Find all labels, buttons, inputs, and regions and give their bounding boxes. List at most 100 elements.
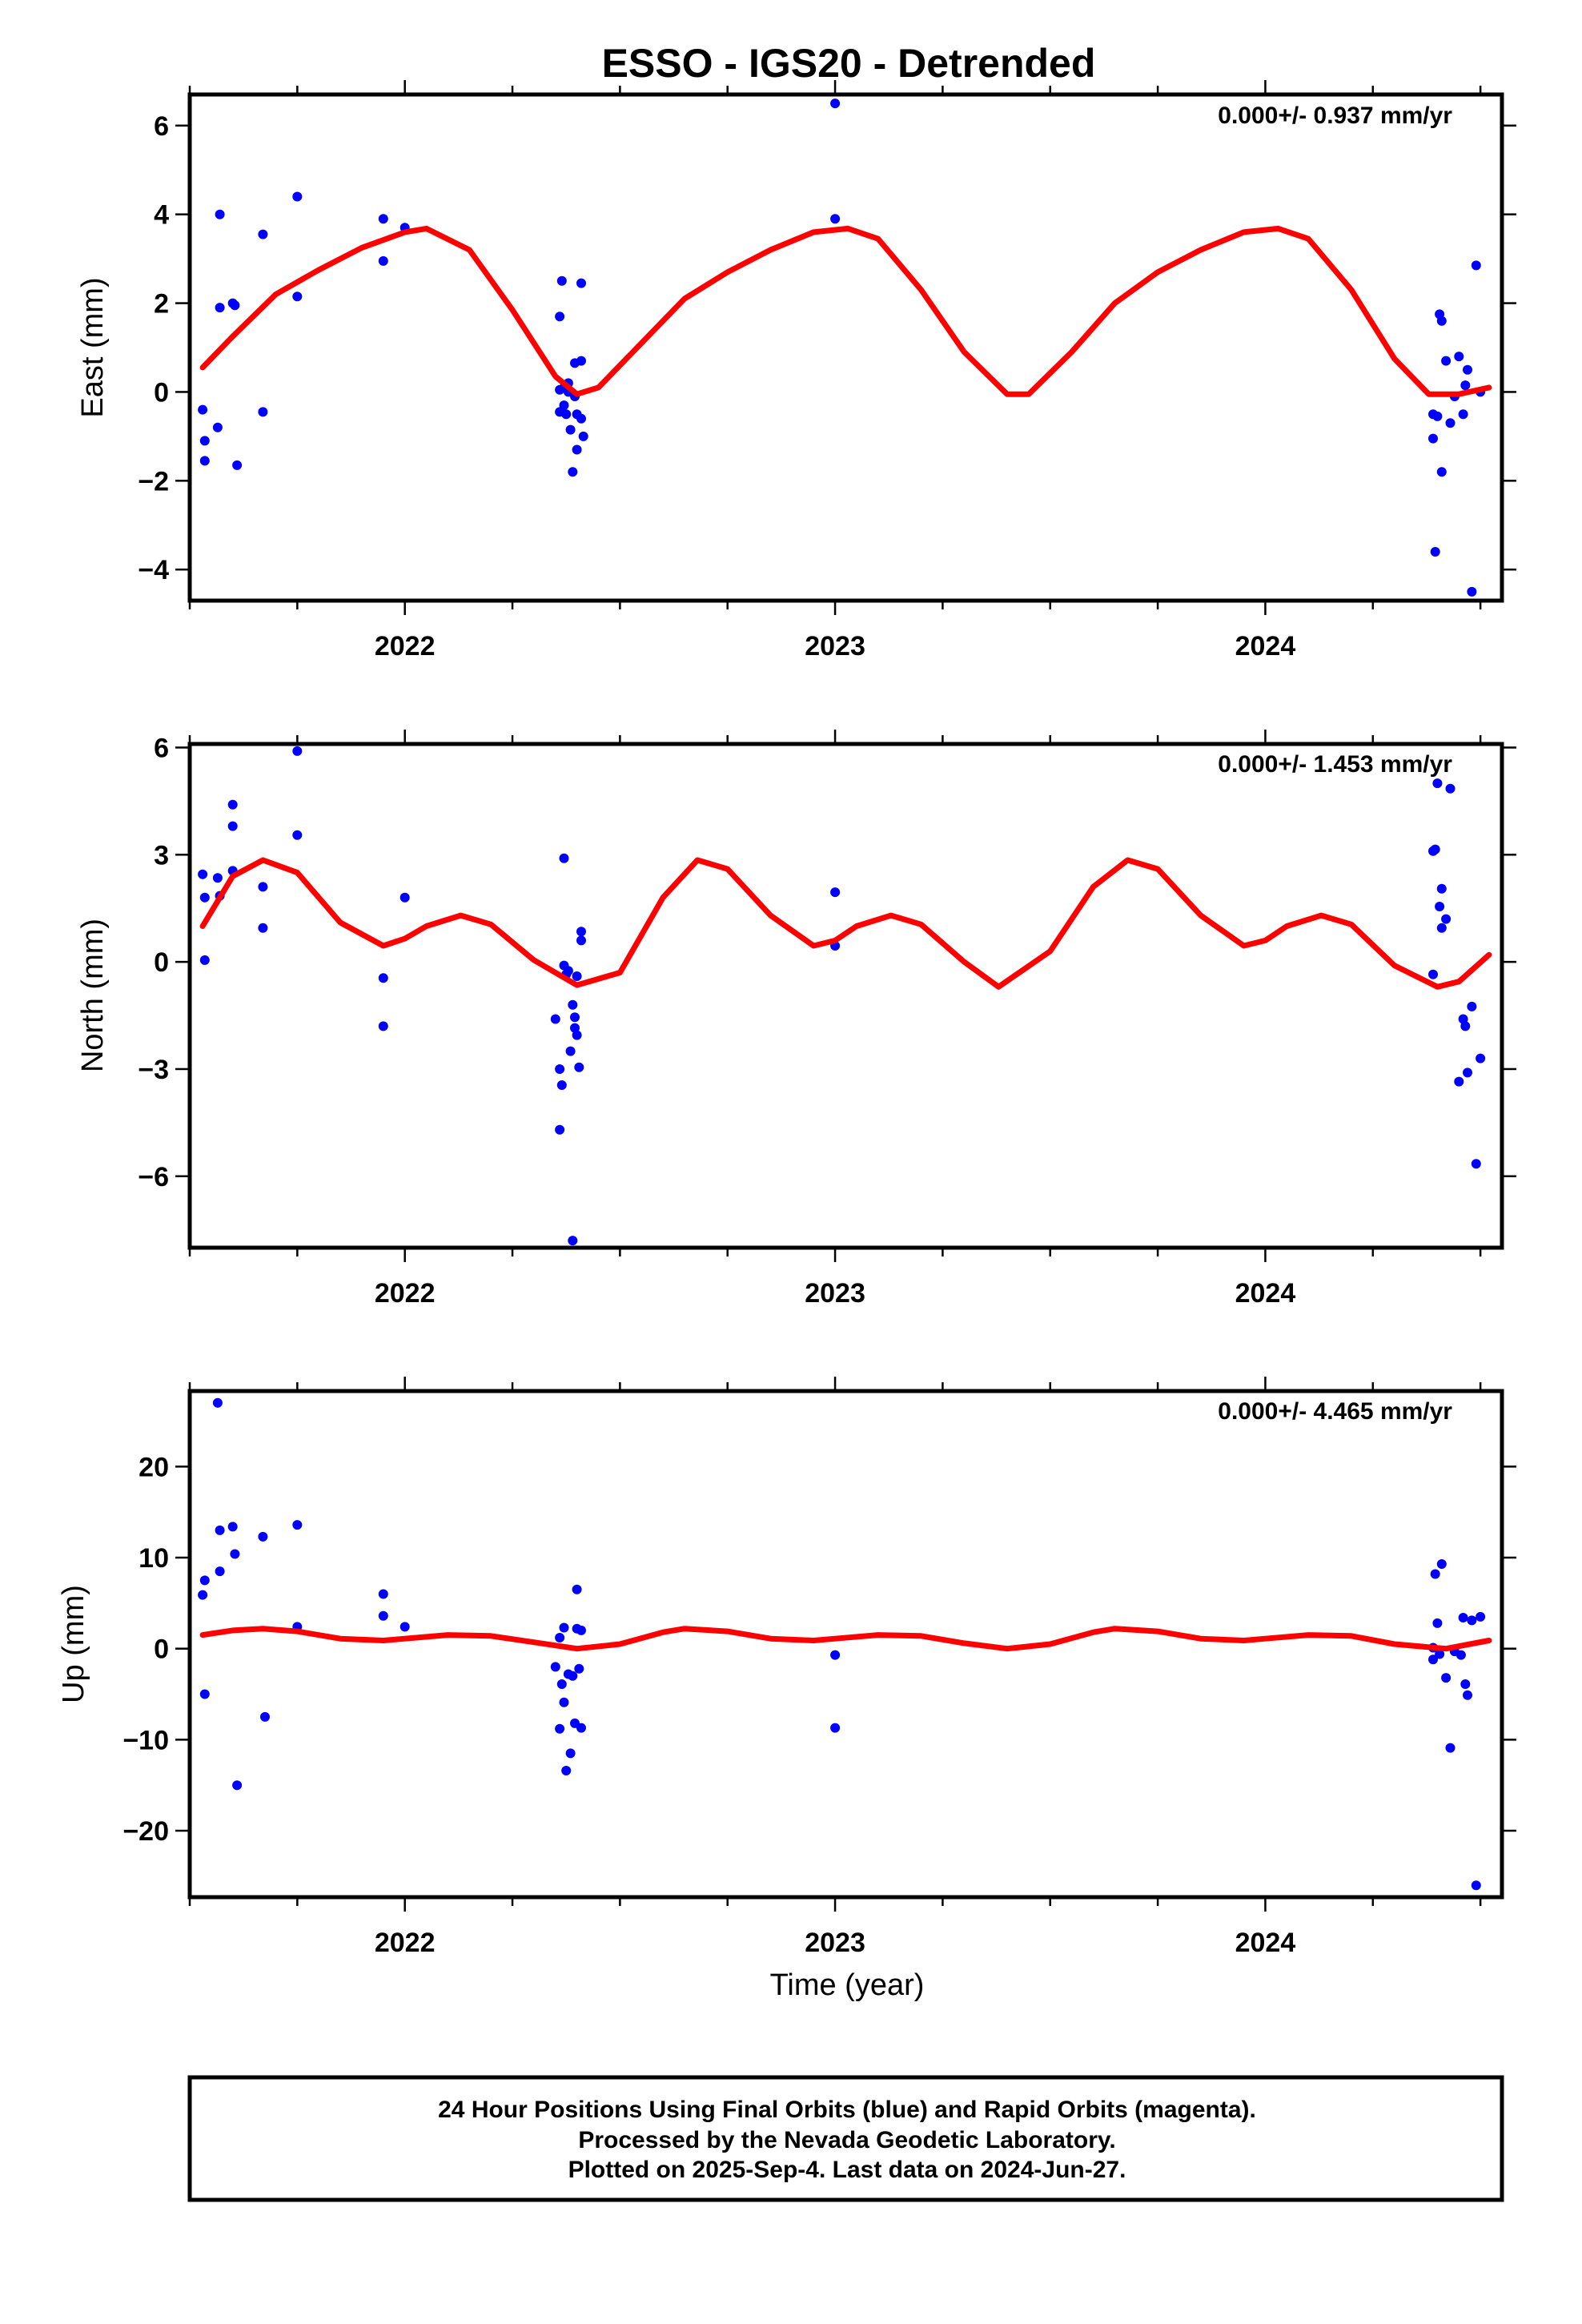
east-panel: 2022 2023 2024 −4 −2 0 2 4 6 East (mm) 0.000+/- … — [76, 80, 1516, 661]
east-data-point — [292, 292, 303, 302]
north-data-point — [576, 927, 586, 937]
up-data-point — [555, 1723, 565, 1734]
north-data-point — [1432, 778, 1443, 789]
footer-line-2: Processed by the Nevada Geodetic Laborat… — [578, 2127, 1115, 2153]
up-data-point — [572, 1584, 582, 1594]
east-data-point — [576, 413, 586, 424]
east-data-point — [1463, 364, 1472, 375]
chart-title: ESSO - IGS20 - Detrended — [602, 41, 1096, 86]
north-fit-curve — [199, 857, 1492, 990]
east-data-point — [576, 278, 586, 288]
east-data-point — [1430, 547, 1440, 557]
up-data-point — [565, 1748, 576, 1759]
north-data-point — [1471, 1159, 1481, 1169]
east-data-point — [555, 312, 565, 322]
east-ticks: 2022 2023 2024 −4 −2 0 2 4 6 — [138, 80, 1516, 661]
up-data-point — [556, 1679, 567, 1689]
east-y-tick-label: −2 — [138, 466, 169, 497]
east-data-point — [1436, 467, 1447, 477]
east-plot-frame — [187, 92, 1504, 603]
up-y-tick-label: 10 — [139, 1543, 169, 1574]
up-data-point — [199, 1575, 210, 1586]
north-data-point — [574, 1062, 584, 1072]
east-data-point — [1432, 411, 1443, 421]
up-data-point — [555, 1633, 565, 1642]
up-data-point — [550, 1662, 560, 1672]
east-data-point — [199, 436, 210, 446]
east-data-point — [292, 191, 303, 202]
east-data-point — [215, 209, 225, 219]
north-data-point — [555, 1064, 565, 1074]
up-marks — [198, 1397, 1492, 1891]
up-panel: 2022 2023 2024 −20 −10 0 10 20 Up (mm) 0.000+/-… — [57, 1377, 1516, 1958]
up-data-point — [576, 1723, 586, 1733]
north-data-point — [559, 853, 569, 863]
up-rate-label: 0.000+/- 4.465 mm/yr — [1218, 1398, 1452, 1425]
east-data-point — [1467, 586, 1477, 597]
east-data-point — [258, 229, 268, 239]
up-data-point — [378, 1610, 388, 1621]
footer-line-3: Plotted on 2025-Sep-4. Last data on 2024… — [568, 2157, 1126, 2183]
east-data-point — [1460, 380, 1471, 391]
east-x-tick-label: 2023 — [805, 631, 865, 661]
north-data-point — [198, 869, 208, 879]
north-data-point — [400, 892, 410, 903]
east-y-axis-label: East (mm) — [76, 277, 110, 417]
up-data-point — [559, 1622, 569, 1633]
east-data-point — [556, 275, 567, 286]
north-data-point — [1435, 902, 1445, 911]
east-y-tick-label: 4 — [154, 200, 169, 231]
east-data-point — [572, 444, 582, 455]
north-data-point — [378, 973, 388, 983]
north-plot-frame — [187, 742, 1504, 1250]
east-data-point — [378, 214, 388, 224]
north-data-point — [1436, 923, 1447, 933]
east-data-point — [561, 409, 572, 420]
north-data-point — [199, 955, 210, 965]
north-data-point — [576, 935, 586, 946]
north-data-point — [227, 799, 238, 810]
up-data-point — [1441, 1673, 1452, 1683]
north-ticks: 2022 2023 2024 −6 −3 0 3 6 — [138, 730, 1516, 1309]
east-data-point — [230, 300, 240, 311]
up-y-tick-label: 20 — [139, 1452, 169, 1482]
east-data-point — [1471, 260, 1481, 271]
north-data-point — [570, 1023, 580, 1033]
footer-box — [187, 2075, 1504, 2202]
up-x-tick-label: 2024 — [1235, 1928, 1296, 1958]
up-data-point — [1456, 1650, 1466, 1660]
north-data-point — [1454, 1076, 1464, 1087]
up-y-tick-label: 0 — [154, 1634, 169, 1665]
north-data-point — [292, 830, 303, 840]
up-x-tick-label: 2022 — [375, 1928, 436, 1958]
north-y-tick-label: 3 — [154, 840, 169, 870]
north-data-point — [572, 1030, 582, 1040]
east-data-point — [1428, 433, 1438, 444]
east-data-point — [830, 99, 841, 109]
up-data-point — [215, 1566, 225, 1577]
up-data-point — [1428, 1655, 1438, 1665]
up-data-point — [1445, 1743, 1456, 1753]
north-data-point — [292, 746, 303, 756]
north-data-point — [555, 1124, 565, 1135]
x-axis-label: Time (year) — [770, 1968, 925, 2002]
up-data-point — [215, 1525, 225, 1535]
east-data-point — [1445, 418, 1456, 428]
up-data-point — [576, 1625, 586, 1635]
east-y-tick-label: 2 — [154, 289, 169, 320]
east-data-point — [568, 467, 578, 477]
north-x-tick-label: 2023 — [805, 1278, 865, 1309]
north-data-point — [568, 1236, 578, 1246]
north-data-point — [1460, 1021, 1471, 1031]
east-data-point — [576, 356, 586, 366]
east-data-point — [378, 255, 388, 266]
up-data-point — [574, 1663, 584, 1674]
east-x-tick-label: 2022 — [375, 631, 436, 661]
up-y-axis-label: Up (mm) — [57, 1585, 90, 1703]
north-data-point — [212, 873, 223, 883]
up-data-point — [198, 1590, 208, 1600]
up-x-tick-label: 2023 — [805, 1928, 865, 1958]
up-data-point — [260, 1711, 270, 1722]
east-x-tick-label: 2024 — [1235, 631, 1296, 661]
